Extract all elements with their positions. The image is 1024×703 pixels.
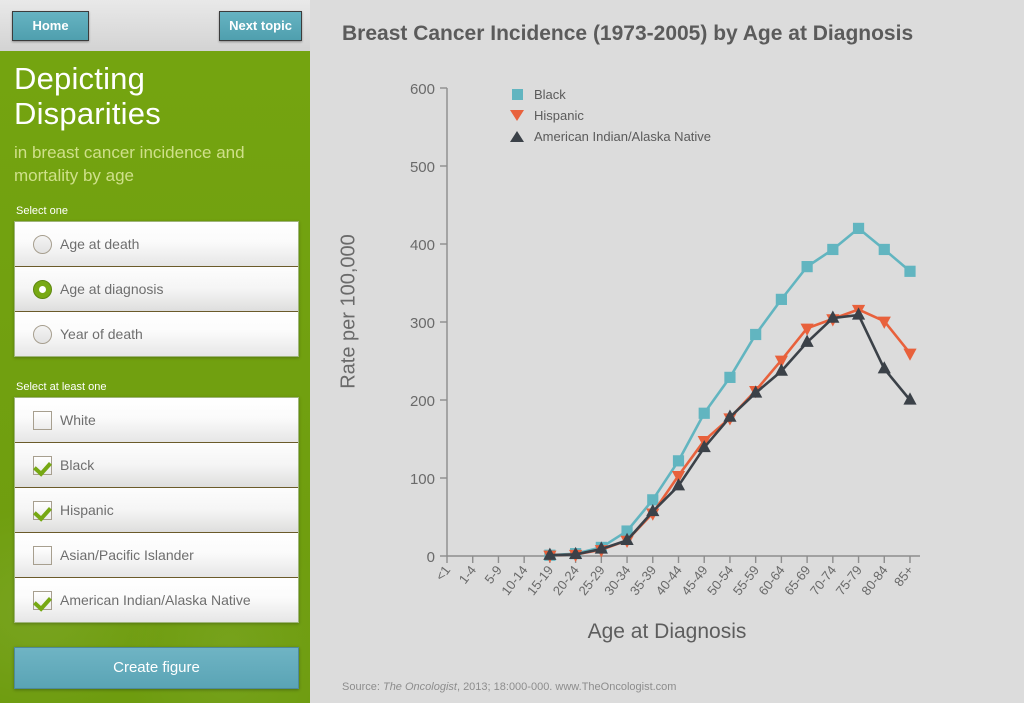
svg-text:400: 400 (410, 237, 435, 254)
checkbox-group-label: Select at least one (16, 381, 107, 393)
radio-option-label: Age at diagnosis (60, 281, 164, 297)
source-prefix: Source: (342, 681, 383, 693)
checkbox-option-american-indian-alaska-native[interactable]: American Indian/Alaska Native (15, 578, 298, 622)
checkbox-option-label: Black (60, 457, 95, 473)
square-marker-icon (506, 89, 528, 100)
svg-text:1-4: 1-4 (456, 563, 479, 587)
legend-label: Black (534, 87, 566, 102)
source-note: Source: The Oncologist, 2013; 18:000-000… (342, 681, 676, 693)
svg-text:70-74: 70-74 (807, 563, 839, 598)
svg-text:5-9: 5-9 (481, 563, 504, 587)
radio-option-label: Age at death (60, 236, 140, 252)
triangle-down-marker-icon (506, 110, 528, 121)
svg-text:20-24: 20-24 (550, 563, 582, 598)
radio-group-label: Select one (16, 205, 68, 217)
svg-text:<1: <1 (432, 563, 453, 584)
svg-text:30-34: 30-34 (601, 563, 633, 598)
measure-radio-group: Age at death Age at diagnosis Year of de… (14, 221, 299, 357)
checkbox-option-asian-pacific-islander[interactable]: Asian/Pacific Islander (15, 533, 298, 578)
chart-plot-area: 0 100 200 300 400 500 600 <1 1-4 5-910-1415-1920-… (410, 81, 920, 598)
svg-text:25-29: 25-29 (575, 563, 607, 598)
chart-legend: Black Hispanic American Indian/Alaska Na… (506, 84, 711, 147)
svg-text:50-54: 50-54 (704, 563, 736, 598)
checkbox-option-label: American Indian/Alaska Native (60, 592, 251, 608)
legend-item-american-indian-alaska-native: American Indian/Alaska Native (506, 126, 711, 147)
sidebar-panel: Home Next topic Depicting Disparities in… (0, 0, 310, 703)
svg-text:100: 100 (410, 471, 435, 488)
race-checkbox-group: White Black Hispanic Asian/Pacific Islan… (14, 397, 299, 623)
svg-text:80-84: 80-84 (858, 563, 890, 598)
checkbox-option-label: White (60, 412, 96, 428)
sidebar-title: Depicting Disparities (14, 61, 161, 131)
legend-label: Hispanic (534, 108, 584, 123)
checkbox-option-label: Asian/Pacific Islander (60, 547, 194, 563)
home-button[interactable]: Home (12, 11, 89, 41)
top-navigation-bar: Home Next topic (0, 0, 310, 52)
sidebar-controls-panel: Depicting Disparities in breast cancer i… (0, 51, 310, 703)
svg-text:75-79: 75-79 (833, 563, 865, 598)
svg-text:65-69: 65-69 (781, 563, 813, 598)
checkbox-option-white[interactable]: White (15, 398, 298, 443)
checkbox-option-hispanic[interactable]: Hispanic (15, 488, 298, 533)
svg-text:0: 0 (427, 549, 435, 566)
chart-title: Breast Cancer Incidence (1973-2005) by A… (342, 22, 914, 45)
svg-text:60-64: 60-64 (755, 563, 787, 598)
svg-text:55-59: 55-59 (730, 563, 762, 598)
legend-item-black: Black (506, 84, 711, 105)
chart-panel: Breast Cancer Incidence (1973-2005) by A… (310, 0, 1024, 703)
radio-option-age-at-diagnosis[interactable]: Age at diagnosis (15, 267, 298, 312)
radio-icon-unchecked[interactable] (33, 234, 52, 254)
radio-icon-checked[interactable] (33, 279, 52, 299)
radio-icon-unchecked[interactable] (33, 324, 52, 344)
svg-text:45-49: 45-49 (678, 563, 710, 598)
radio-option-label: Year of death (60, 326, 143, 342)
next-topic-button[interactable]: Next topic (219, 11, 302, 41)
checkbox-option-label: Hispanic (60, 502, 114, 518)
checkbox-icon-unchecked[interactable] (33, 410, 52, 430)
svg-text:300: 300 (410, 315, 435, 332)
create-figure-button[interactable]: Create figure (14, 647, 299, 689)
svg-text:200: 200 (410, 393, 435, 410)
svg-text:500: 500 (410, 159, 435, 176)
svg-text:600: 600 (410, 81, 435, 98)
checkbox-icon-checked[interactable] (33, 500, 52, 520)
source-rest: , 2013; 18:000-000. www.TheOncologist.co… (456, 681, 677, 693)
legend-item-hispanic: Hispanic (506, 105, 711, 126)
x-axis-label: Age at Diagnosis (587, 620, 747, 643)
checkbox-icon-unchecked[interactable] (33, 545, 52, 565)
checkbox-icon-checked[interactable] (33, 455, 52, 475)
svg-text:40-44: 40-44 (653, 563, 685, 598)
svg-text:10-14: 10-14 (498, 563, 530, 598)
source-journal: The Oncologist (382, 681, 457, 693)
svg-text:35-39: 35-39 (627, 563, 659, 598)
svg-text:15-19: 15-19 (524, 563, 556, 598)
radio-option-age-at-death[interactable]: Age at death (15, 222, 298, 267)
sidebar-subtitle: in breast cancer incidence and mortality… (14, 143, 245, 185)
checkbox-option-black[interactable]: Black (15, 443, 298, 488)
checkbox-icon-checked[interactable] (33, 590, 52, 610)
radio-option-year-of-death[interactable]: Year of death (15, 312, 298, 356)
triangle-up-marker-icon (506, 131, 528, 142)
legend-label: American Indian/Alaska Native (534, 129, 712, 144)
svg-text:85+: 85+ (891, 563, 916, 590)
